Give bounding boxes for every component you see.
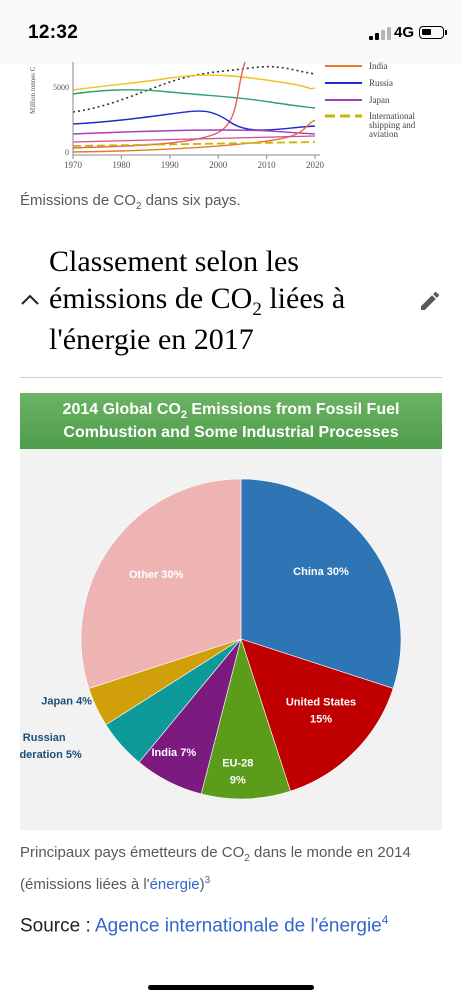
pie-slice <box>80 478 242 689</box>
y-axis-label: Million tonnes C <box>29 66 37 114</box>
x-tick-label: 2010 <box>258 160 277 170</box>
section-title: Classement selon les émissions de CO2 li… <box>49 245 346 356</box>
pie-slice <box>200 637 291 800</box>
legend-label: Russia <box>369 78 393 88</box>
series-red-line <box>72 62 246 149</box>
pie-slice-label: India 7% <box>151 747 196 759</box>
reference-4[interactable]: 4 <box>381 913 389 927</box>
energie-link[interactable]: énergie <box>149 876 200 893</box>
series-yellow-line <box>72 74 316 91</box>
source-link[interactable]: Agence internationale de l'énergie <box>95 915 382 937</box>
pie-slice-label: RussianFederation 5% <box>20 732 82 761</box>
x-tick-label: 2020 <box>306 160 325 170</box>
y-tick-0: 0 <box>65 148 69 157</box>
y-tick-5000: 5000 <box>53 83 69 92</box>
legend-label: Japan <box>369 95 390 105</box>
emissions-line-chart[interactable]: Million tonnes C 5000 0 1970 1980 1990 2000… <box>20 62 440 174</box>
x-tick-label: 1990 <box>161 160 180 170</box>
x-tick-label: 1980 <box>112 160 130 170</box>
pie-chart-title: 2014 Global CO2 Emissions from Fossil Fu… <box>62 401 400 441</box>
pie-title-bar: 2014 Global CO2 Emissions from Fossil Fu… <box>20 393 442 449</box>
series-dotted-line <box>72 65 316 113</box>
network-type: 4G <box>394 24 415 41</box>
pie-chart-caption: Principaux pays émetteurs de CO2 dans le… <box>20 844 411 893</box>
series-japan-line <box>72 129 316 135</box>
legend-label: shipping and <box>369 120 416 130</box>
status-bar: 12:32 4G <box>0 0 462 64</box>
edit-pencil-icon[interactable] <box>418 289 442 313</box>
battery-icon <box>419 26 447 39</box>
pie-slice-label: United States 15% <box>286 697 356 726</box>
pie-slice-label: China 30% <box>293 566 349 578</box>
chevron-up-icon[interactable] <box>20 293 40 307</box>
status-time: 12:32 <box>28 22 79 43</box>
series-shipping-line <box>72 141 316 147</box>
pie-slice-label: EU-28 9% <box>222 758 253 787</box>
section-heading[interactable]: Classement selon les émissions de CO2 li… <box>20 243 442 368</box>
reference-3[interactable]: 3 <box>204 875 211 886</box>
legend-label: India <box>369 62 388 71</box>
series-russia-line <box>72 110 316 131</box>
divider <box>20 377 442 378</box>
pie-slice-label: Other 30% <box>129 569 184 581</box>
series-pink-line <box>72 135 316 143</box>
signal-strength-icon <box>369 26 391 40</box>
pie-slice <box>240 478 402 689</box>
home-indicator[interactable] <box>148 985 314 990</box>
pie-slice-label: Japan 4% <box>41 696 92 708</box>
legend-label: aviation <box>369 129 398 139</box>
x-tick-label: 1970 <box>64 160 83 170</box>
line-chart-caption: Émissions de CO2 dans six pays. <box>20 192 241 212</box>
pie-chart: China 30% United States 15% EU-28 9% India 7%… <box>20 478 402 800</box>
source-line: Source : Agence internationale de l'éner… <box>20 913 389 937</box>
x-tick-label: 2000 <box>209 160 228 170</box>
legend-label: International <box>369 111 415 121</box>
pie-slice <box>240 638 394 792</box>
series-green-line <box>72 89 316 109</box>
pie-chart-image[interactable]: 2014 Global CO2 Emissions from Fossil Fu… <box>20 393 442 830</box>
